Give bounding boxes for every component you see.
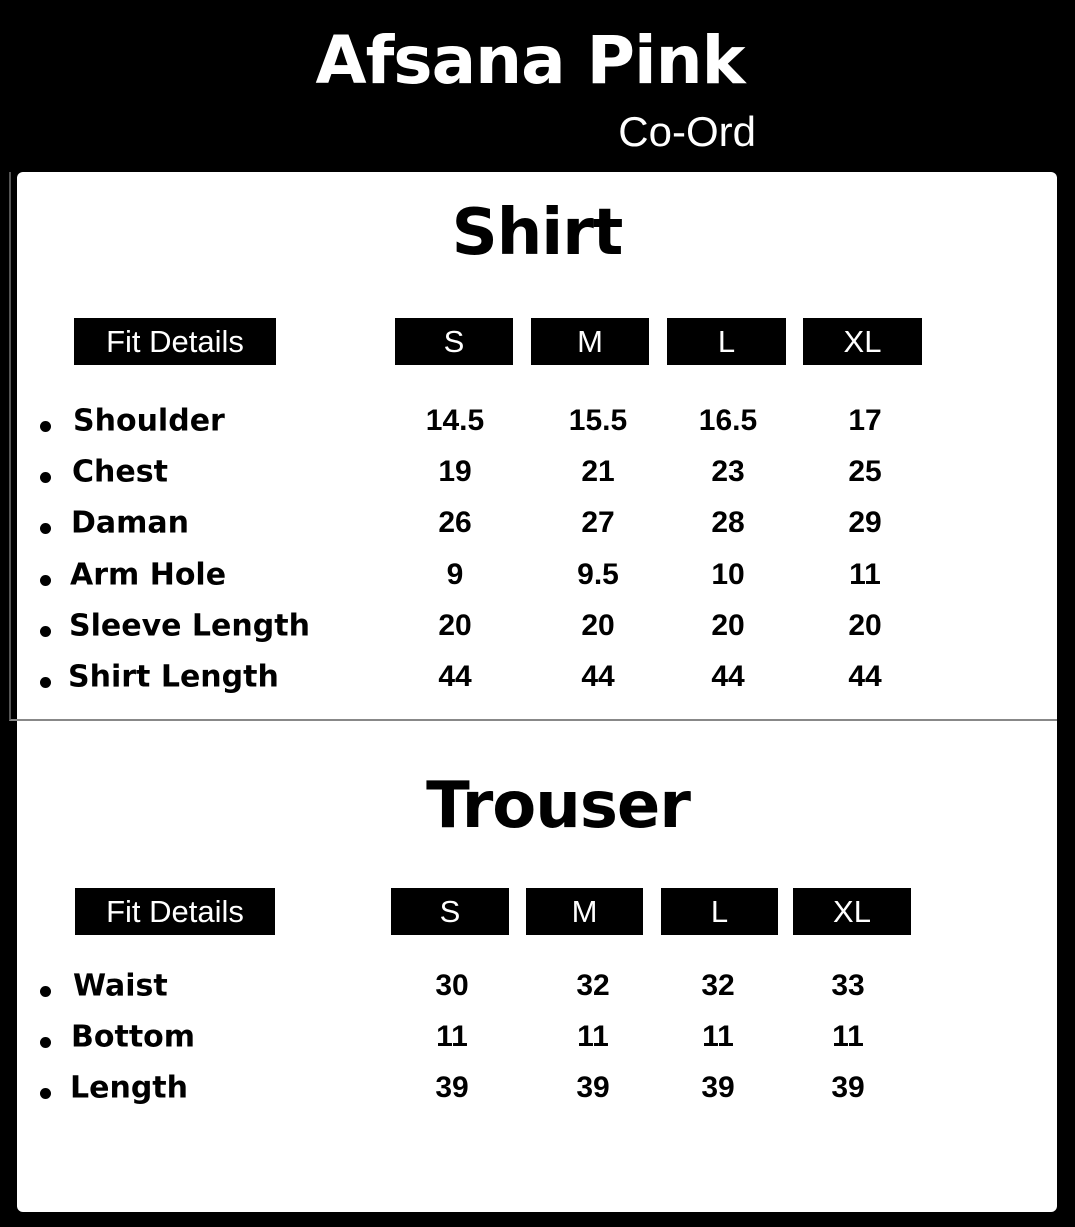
shirt-section-title: Shirt <box>451 196 624 270</box>
shirt-measurement-value: 9.5 <box>577 558 619 591</box>
trouser-measurement-value: 33 <box>831 969 865 1002</box>
bullet-icon <box>40 472 51 483</box>
shirt-measurement-label: Daman <box>71 505 190 541</box>
trouser-measurement-value: 39 <box>831 1071 865 1104</box>
shirt-measurement-value: 29 <box>848 506 882 539</box>
shirt-size-header: XL <box>803 318 922 365</box>
product-subtitle: Co-Ord <box>618 108 756 155</box>
bullet-icon <box>40 575 51 586</box>
shirt-measurement-value: 27 <box>581 506 615 539</box>
trouser-measurement-label: Length <box>70 1070 188 1106</box>
shirt-measurement-value: 25 <box>848 455 882 488</box>
shirt-measurement-label: Chest <box>72 454 168 490</box>
bullet-icon <box>40 626 51 637</box>
trouser-measurement-value: 11 <box>577 1020 609 1053</box>
shirt-size-header: S <box>395 318 513 365</box>
trouser-measurement-value: 32 <box>701 969 735 1002</box>
trouser-size-header: S <box>391 888 509 935</box>
shirt-measurement-value: 15.5 <box>568 404 628 437</box>
trouser-measurement-value: 32 <box>576 969 610 1002</box>
shirt-measurement-value: 28 <box>711 506 745 539</box>
trouser-measurement-value: 11 <box>832 1020 864 1053</box>
trouser-section-title: Trouser <box>426 769 691 843</box>
product-title: Afsana Pink <box>315 22 746 99</box>
trouser-measurement-label: Waist <box>73 968 168 1004</box>
shirt-measurement-value: 20 <box>581 609 615 642</box>
shirt-measurement-value: 20 <box>711 609 745 642</box>
shirt-measurement-label: Shoulder <box>73 403 225 439</box>
shirt-measurement-value: 17 <box>848 404 882 437</box>
bullet-icon <box>40 1037 51 1048</box>
shirt-measurement-label: Sleeve Length <box>69 608 310 644</box>
shirt-measurement-value: 14.5 <box>425 404 485 437</box>
shirt-measurement-value: 9 <box>446 558 464 591</box>
shirt-section-divider <box>9 172 1057 721</box>
trouser-fit-details-header: Fit Details <box>75 888 275 935</box>
shirt-size-header: L <box>667 318 786 365</box>
trouser-measurement-label: Bottom <box>71 1019 196 1055</box>
shirt-measurement-value: 44 <box>581 660 615 693</box>
bullet-icon <box>40 1088 51 1099</box>
bullet-icon <box>40 523 51 534</box>
trouser-size-header: XL <box>793 888 911 935</box>
shirt-measurement-label: Shirt Length <box>68 659 279 695</box>
shirt-measurement-label: Arm Hole <box>70 557 227 593</box>
shirt-measurement-value: 44 <box>848 660 882 693</box>
shirt-measurement-value: 16.5 <box>698 404 758 437</box>
bullet-icon <box>40 677 51 688</box>
shirt-measurement-value: 11 <box>849 558 881 591</box>
shirt-measurement-value: 44 <box>438 660 472 693</box>
trouser-measurement-value: 39 <box>701 1071 735 1104</box>
bullet-icon <box>40 986 51 997</box>
shirt-measurement-value: 10 <box>711 558 745 591</box>
trouser-measurement-value: 39 <box>435 1071 469 1104</box>
trouser-size-header: M <box>526 888 643 935</box>
shirt-measurement-value: 19 <box>438 455 472 488</box>
trouser-measurement-value: 39 <box>576 1071 610 1104</box>
shirt-measurement-value: 20 <box>438 609 472 642</box>
shirt-measurement-value: 26 <box>438 506 472 539</box>
shirt-measurement-value: 21 <box>581 455 615 488</box>
shirt-size-header: M <box>531 318 649 365</box>
trouser-measurement-value: 11 <box>436 1020 468 1053</box>
shirt-measurement-value: 20 <box>848 609 882 642</box>
shirt-measurement-value: 23 <box>711 455 745 488</box>
bullet-icon <box>40 421 51 432</box>
trouser-measurement-value: 30 <box>435 969 469 1002</box>
trouser-size-header: L <box>661 888 778 935</box>
trouser-measurement-value: 11 <box>702 1020 734 1053</box>
shirt-measurement-value: 44 <box>711 660 745 693</box>
shirt-fit-details-header: Fit Details <box>74 318 276 365</box>
